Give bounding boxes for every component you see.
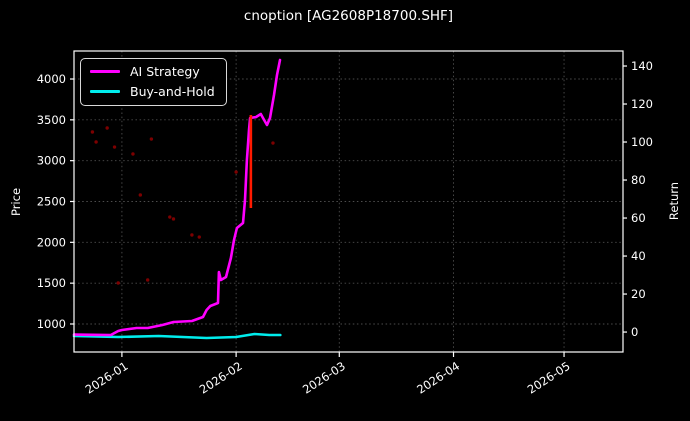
price-tick-label: 3500 bbox=[37, 113, 66, 127]
signal-dot bbox=[138, 193, 143, 197]
return-axis-label: Return bbox=[667, 181, 681, 221]
return-tick-label: 60 bbox=[631, 211, 646, 225]
date-tick-label: 2026-04 bbox=[414, 359, 462, 397]
signal-dot bbox=[90, 130, 95, 134]
legend-label-buy-and-hold: Buy-and-Hold bbox=[130, 84, 215, 99]
signal-dot bbox=[171, 217, 176, 221]
legend-label-ai-strategy: AI Strategy bbox=[130, 64, 200, 79]
legend: AI Strategy Buy-and-Hold bbox=[80, 58, 227, 106]
date-tick-label: 2026-03 bbox=[300, 359, 348, 397]
price-axis-label: Price bbox=[9, 187, 23, 217]
return-tick-label: 0 bbox=[631, 325, 638, 339]
price-tick-label: 4000 bbox=[37, 72, 66, 86]
date-tick-label: 2026-05 bbox=[525, 359, 573, 397]
signal-dot bbox=[234, 170, 238, 174]
price-tick-label: 2500 bbox=[37, 195, 66, 209]
chart-title: cnoption [AG2608P18700.SHF] bbox=[243, 8, 454, 24]
signal-dot bbox=[145, 278, 150, 282]
signal-dot bbox=[105, 126, 109, 130]
signal-dot bbox=[271, 141, 275, 145]
legend-item-ai-strategy: AI Strategy bbox=[90, 64, 215, 79]
ai-strategy-line-swatch bbox=[90, 70, 120, 73]
signal-dot bbox=[131, 152, 135, 156]
return-tick-label: 120 bbox=[631, 97, 653, 111]
price-tick-label: 3000 bbox=[37, 154, 66, 168]
return-tick-label: 100 bbox=[631, 135, 653, 149]
buy-and-hold-line-swatch bbox=[90, 90, 120, 93]
price-tick-label: 1000 bbox=[37, 317, 66, 331]
return-tick-label: 40 bbox=[631, 249, 646, 263]
price-tick-label: 2000 bbox=[37, 235, 66, 249]
signal-dot bbox=[112, 145, 117, 149]
signal-dot bbox=[190, 233, 194, 237]
date-tick-label: 2026-01 bbox=[83, 359, 131, 397]
signal-dot bbox=[197, 235, 201, 239]
buy-and-hold-line bbox=[72, 332, 282, 340]
return-tick-label: 140 bbox=[631, 59, 653, 73]
return-tick-label: 20 bbox=[631, 287, 646, 301]
return-tick-label: 80 bbox=[631, 173, 646, 187]
price-tick-label: 1500 bbox=[37, 276, 66, 290]
signal-dot bbox=[94, 140, 98, 144]
signal-dot bbox=[116, 281, 120, 285]
date-tick-label: 2026-02 bbox=[197, 359, 245, 397]
signal-dot bbox=[149, 137, 154, 141]
legend-item-buy-and-hold: Buy-and-Hold bbox=[90, 84, 215, 99]
ai-strategy-line bbox=[72, 58, 282, 337]
signal-dot bbox=[168, 215, 172, 219]
